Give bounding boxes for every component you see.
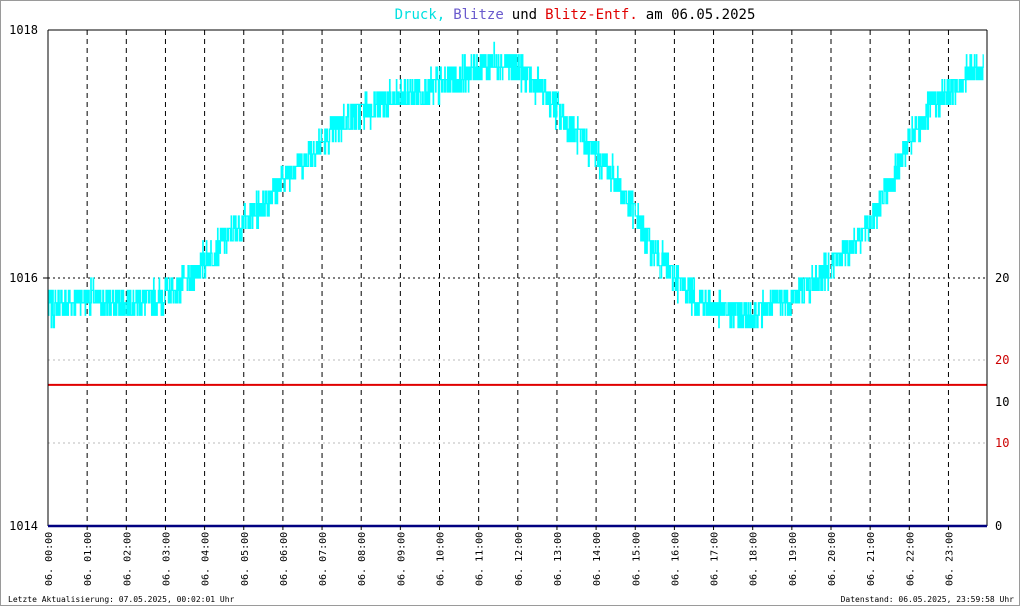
- x-axis-tick-label: 06. 11:00: [475, 532, 486, 586]
- left-axis-tick-label: 1018: [9, 23, 38, 37]
- title-blitze: Blitze: [453, 7, 504, 23]
- footer-left: Letzte Aktualisierung: 07.05.2025, 00:02…: [8, 595, 235, 604]
- title-entf: Blitz-Entf.: [545, 7, 638, 23]
- x-axis-tick-label: 06. 19:00: [788, 532, 799, 586]
- x-axis-tick-label: 06. 03:00: [161, 532, 172, 586]
- x-axis-tick-label: 06. 14:00: [592, 532, 603, 586]
- x-axis-tick-label: 06. 02:00: [122, 532, 133, 586]
- x-axis-tick-label: 06. 23:00: [944, 532, 955, 586]
- x-axis-tick-label: 06. 06:00: [279, 532, 290, 586]
- x-axis-tick-label: 06. 22:00: [905, 532, 916, 586]
- chart-title: Druck, Blitze und Blitz-Entf. am 06.05.2025: [395, 7, 756, 23]
- x-axis-tick-label: 06. 18:00: [749, 532, 760, 586]
- footer-right: Datenstand: 06.05.2025, 23:59:58 Uhr: [841, 595, 1015, 604]
- title-druck: Druck: [395, 7, 438, 23]
- left-axis-tick-label: 1016: [9, 271, 38, 285]
- x-axis-tick-label: 06. 21:00: [866, 532, 877, 586]
- x-axis-tick-label: 06. 07:00: [318, 532, 329, 586]
- right-axis-tick-label: 10: [995, 395, 1009, 409]
- x-axis-tick-label: 06. 12:00: [514, 532, 525, 586]
- right-axis-red-tick-label: 20: [995, 353, 1009, 367]
- title-date: am 06.05.2025: [646, 7, 756, 23]
- right-axis-tick-label: 0: [995, 519, 1002, 533]
- x-axis-tick-label: 06. 20:00: [827, 532, 838, 586]
- title-comma: ,: [437, 7, 445, 23]
- x-axis-tick-label: 06. 01:00: [83, 532, 94, 586]
- plot-series: [47, 41, 987, 386]
- x-axis-tick-label: 06. 08:00: [357, 532, 368, 586]
- x-axis-tick-label: 06. 00:00: [44, 532, 55, 586]
- druck-series-line: [47, 41, 984, 329]
- right-axis-tick-label: 20: [995, 271, 1009, 285]
- right-axis-labels: 20 10 0 20 10: [995, 271, 1009, 533]
- x-axis-tick-label: 06. 04:00: [201, 532, 212, 586]
- right-axis-red-tick-label: 10: [995, 436, 1009, 450]
- x-axis-tick-label: 06. 15:00: [631, 532, 642, 586]
- x-axis-labels: 06. 00:00 06. 01:00 06. 02:00 06. 03:00 06. …: [44, 532, 955, 586]
- x-axis-tick-label: 06. 09:00: [396, 532, 407, 586]
- x-axis-tick-label: 06. 17:00: [710, 532, 721, 586]
- plot-axes: [43, 29, 988, 530]
- x-axis-tick-label: 06. 13:00: [553, 532, 564, 586]
- x-axis-tick-label: 06. 10:00: [436, 532, 447, 586]
- title-und: und: [512, 7, 537, 23]
- left-axis-labels: 1018 1016 1014: [9, 23, 38, 533]
- left-axis-tick-label: 1014: [9, 519, 38, 533]
- plot-grid: [48, 30, 987, 526]
- x-axis-tick-label: 06. 16:00: [670, 532, 681, 586]
- x-axis-tick-label: 06. 05:00: [240, 532, 251, 586]
